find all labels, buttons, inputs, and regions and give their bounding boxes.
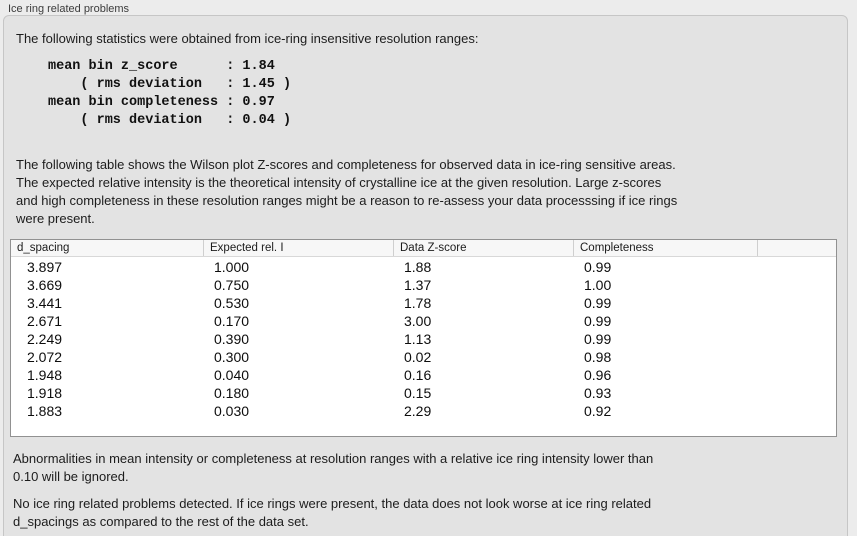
table-cell: 0.750	[214, 277, 250, 293]
table-row[interactable]: 2.072 0.300 0.02 0.98	[11, 347, 836, 365]
column-header[interactable]: d_spacing	[11, 240, 204, 256]
table-cell: 1.883	[27, 403, 63, 419]
table-header-row: d_spacing Expected rel. I Data Z-score Comp…	[11, 240, 836, 257]
table-cell: 0.02	[404, 349, 432, 365]
intro-text: The following statistics were obtained f…	[16, 31, 479, 46]
table-cell: 0.96	[584, 367, 612, 383]
table-cell: 0.530	[214, 295, 250, 311]
column-header-empty	[758, 240, 836, 256]
table-cell: 1.88	[404, 259, 432, 275]
table-cell: 0.99	[584, 259, 612, 275]
conclusion-text: No ice ring related problems detected. I…	[13, 496, 652, 529]
table-cell: 0.180	[214, 385, 250, 401]
table-cell: 0.040	[214, 367, 250, 383]
stats-block: mean bin z_score : 1.84 ( rms deviation …	[48, 59, 292, 128]
description-text: The following table shows the Wilson plo…	[16, 157, 678, 226]
table-cell: 0.170	[214, 313, 250, 329]
table-cell: 0.99	[584, 331, 612, 347]
table-cell: 3.669	[27, 277, 63, 293]
table-cell: 0.92	[584, 403, 612, 419]
table-cell: 0.99	[584, 313, 612, 329]
table-row[interactable]: 1.883 0.030 2.29 0.92	[11, 401, 836, 419]
table-cell: 1.00	[584, 277, 612, 293]
table-body: 3.897 1.000 1.88 0.99 3.669 0.750 1.37 1.00 3.44…	[11, 257, 836, 419]
table-cell: 3.00	[404, 313, 432, 329]
table-row[interactable]: 2.671 0.170 3.00 0.99	[11, 311, 836, 329]
table-cell: 2.671	[27, 313, 63, 329]
table-cell: 1.918	[27, 385, 63, 401]
table-cell: 3.897	[27, 259, 63, 275]
table-cell: 0.98	[584, 349, 612, 365]
table-cell: 1.948	[27, 367, 63, 383]
column-header[interactable]: Data Z-score	[394, 240, 574, 256]
ice-ring-table: d_spacing Expected rel. I Data Z-score Comp…	[10, 239, 837, 437]
table-cell: 1.37	[404, 277, 432, 293]
table-row[interactable]: 2.249 0.390 1.13 0.99	[11, 329, 836, 347]
table-cell: 2.29	[404, 403, 432, 419]
column-header[interactable]: Completeness	[574, 240, 758, 256]
table-cell: 0.99	[584, 295, 612, 311]
table-cell: 1.78	[404, 295, 432, 311]
table-row[interactable]: 3.441 0.530 1.78 0.99	[11, 293, 836, 311]
table-cell: 1.13	[404, 331, 432, 347]
ignore-note-text: Abnormalities in mean intensity or compl…	[13, 451, 654, 484]
table-row[interactable]: 3.669 0.750 1.37 1.00	[11, 275, 836, 293]
table-cell: 0.030	[214, 403, 250, 419]
table-cell: 0.300	[214, 349, 250, 365]
table-cell: 0.93	[584, 385, 612, 401]
table-row[interactable]: 1.918 0.180 0.15 0.93	[11, 383, 836, 401]
table-cell: 3.441	[27, 295, 63, 311]
panel-title: Ice ring related problems	[8, 3, 130, 15]
column-header[interactable]: Expected rel. I	[204, 240, 394, 256]
table-cell: 1.000	[214, 259, 250, 275]
table-row[interactable]: 3.897 1.000 1.88 0.99	[11, 257, 836, 275]
table-cell: 2.249	[27, 331, 63, 347]
table-cell: 0.15	[404, 385, 432, 401]
table-cell: 0.16	[404, 367, 432, 383]
table-cell: 0.390	[214, 331, 250, 347]
table-row[interactable]: 1.948 0.040 0.16 0.96	[11, 365, 836, 383]
table-cell: 2.072	[27, 349, 63, 365]
